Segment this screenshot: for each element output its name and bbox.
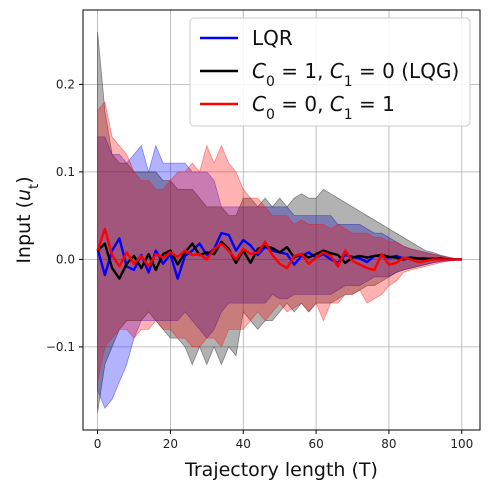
- y-tick-label: 0.0: [56, 252, 75, 266]
- x-axis-label: Trajectory length (T): [184, 459, 378, 481]
- y-tick-label: 0.1: [56, 165, 75, 179]
- x-tick-label: 80: [381, 437, 396, 451]
- x-tick-label: 60: [308, 437, 323, 451]
- x-tick-label: 0: [94, 437, 102, 451]
- series-line-2: [96, 227, 462, 272]
- legend-label-0: LQR: [252, 26, 293, 50]
- y-tick-label: 0.2: [56, 77, 75, 91]
- confidence-bands: [97, 31, 462, 413]
- x-tick-label: 100: [450, 437, 473, 451]
- x-tick-label: 20: [163, 437, 178, 451]
- x-tick-label: 40: [236, 437, 251, 451]
- y-tick-label: −0.1: [46, 340, 75, 354]
- legend-label-2: C0 = 0, C1 = 1: [252, 92, 395, 123]
- y-axis-label: Input (ut): [13, 176, 42, 263]
- plot-frame: [82, 9, 481, 431]
- legend-box: [189, 17, 471, 127]
- mean-lines: [96, 227, 462, 280]
- legend: LQR C0 = 1, C1 = 0 (LQG)C0 = 0, C1 = 1: [189, 17, 471, 127]
- legend-label-1: C0 = 1, C1 = 0 (LQG): [252, 59, 459, 90]
- axis-ticks: 0 20 40 60 80 100 −0.1 0.0 0.1 0.2: [46, 77, 473, 451]
